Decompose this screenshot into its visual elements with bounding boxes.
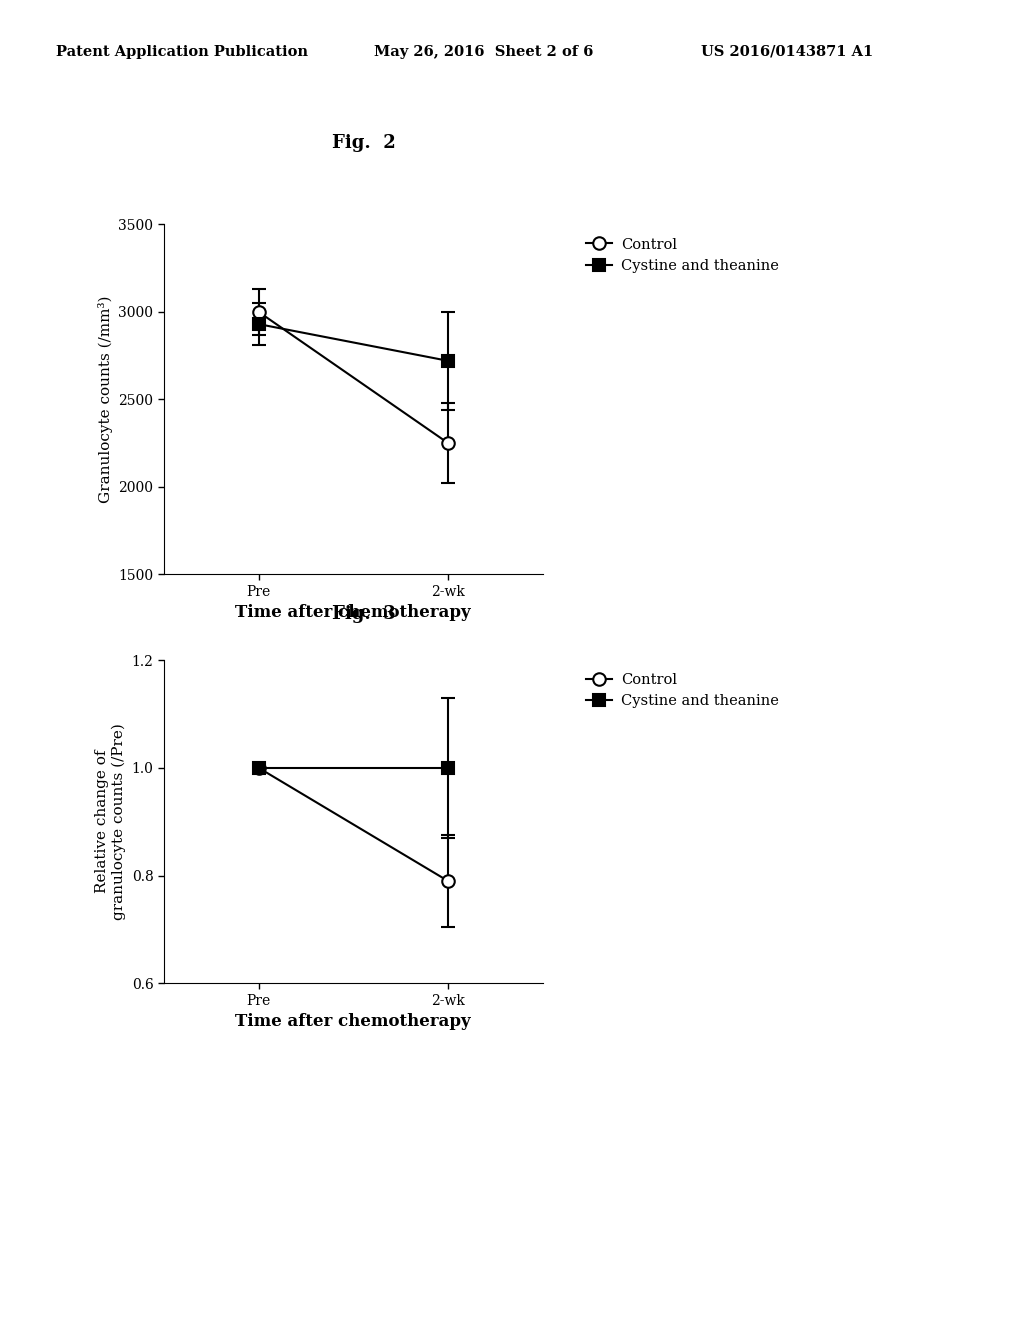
X-axis label: Time after chemotherapy: Time after chemotherapy: [236, 605, 471, 622]
Legend: Control, Cystine and theanine: Control, Cystine and theanine: [581, 668, 784, 714]
Y-axis label: Relative change of
granulocyte counts (/Pre): Relative change of granulocyte counts (/…: [95, 723, 126, 920]
Legend: Control, Cystine and theanine: Control, Cystine and theanine: [581, 232, 784, 279]
Text: US 2016/0143871 A1: US 2016/0143871 A1: [701, 45, 873, 59]
X-axis label: Time after chemotherapy: Time after chemotherapy: [236, 1014, 471, 1031]
Text: Fig.  2: Fig. 2: [332, 133, 395, 152]
Text: Fig.  3: Fig. 3: [332, 605, 395, 623]
Y-axis label: Granulocyte counts (/mm³): Granulocyte counts (/mm³): [97, 296, 113, 503]
Text: May 26, 2016  Sheet 2 of 6: May 26, 2016 Sheet 2 of 6: [374, 45, 593, 59]
Text: Patent Application Publication: Patent Application Publication: [56, 45, 308, 59]
